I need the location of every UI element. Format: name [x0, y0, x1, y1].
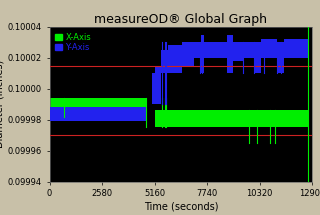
Bar — [204, 42, 227, 58]
Bar — [261, 39, 277, 58]
Bar — [162, 50, 168, 73]
Legend: X-Axis, Y-Axis: X-Axis, Y-Axis — [54, 31, 93, 54]
Bar — [156, 111, 309, 127]
Bar — [50, 98, 147, 117]
Bar — [277, 42, 284, 73]
Bar — [50, 107, 147, 121]
Bar — [152, 73, 156, 104]
Bar — [156, 66, 162, 104]
Title: measureOD® Global Graph: measureOD® Global Graph — [94, 13, 267, 26]
Bar — [284, 39, 309, 58]
Y-axis label: Diameter (inches): Diameter (inches) — [0, 60, 5, 148]
Bar — [254, 42, 261, 73]
Bar — [243, 42, 254, 58]
Bar — [201, 35, 204, 73]
Bar — [233, 42, 243, 61]
Bar — [168, 45, 182, 73]
Bar — [182, 42, 194, 66]
X-axis label: Time (seconds): Time (seconds) — [144, 201, 218, 211]
Bar — [194, 42, 201, 58]
Bar — [227, 35, 233, 73]
